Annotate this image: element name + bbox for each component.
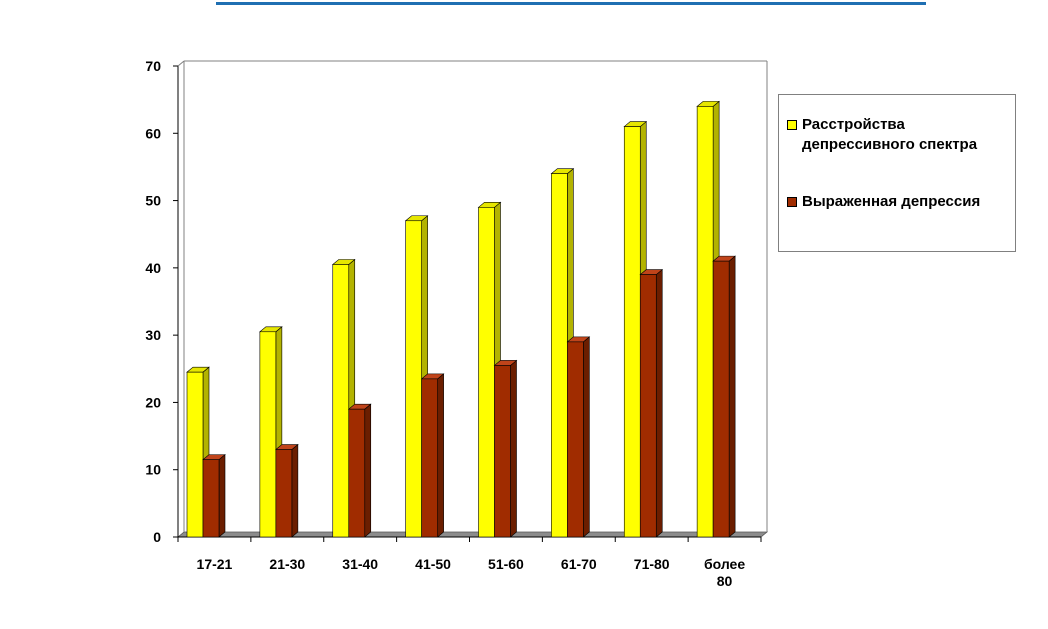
bar-series-2-7 xyxy=(639,268,664,538)
bar-series-2-2 xyxy=(275,443,299,538)
bar-series-2-8 xyxy=(712,255,736,538)
y-tick-label: 0 xyxy=(153,529,161,545)
legend-swatch-series-1 xyxy=(787,120,797,130)
x-tick-label-2: 21-30 xyxy=(269,556,305,572)
x-tick-label-7: 71-80 xyxy=(634,556,670,572)
bar-series-2-1 xyxy=(202,453,226,538)
y-tick-label: 60 xyxy=(145,125,161,141)
x-tick-label-3: 31-40 xyxy=(342,556,378,572)
back-wall-edge xyxy=(177,60,185,67)
legend-label-series-1: Расстройства депрессивного спектра xyxy=(802,116,978,153)
x-tick-label-8: более 80 xyxy=(704,556,745,589)
legend: Расстройства депрессивного спектра Выраж… xyxy=(778,94,1016,252)
y-tick-label: 10 xyxy=(145,462,161,478)
y-tick-labels: 0 10 20 30 40 50 60 70 xyxy=(145,58,178,545)
x-tick-label-4: 41-50 xyxy=(415,556,451,572)
legend-entry-series-2: Выраженная депрессия xyxy=(787,192,980,212)
x-tick-label-6: 61-70 xyxy=(561,556,597,572)
y-tick-label: 70 xyxy=(145,58,161,74)
bar-series-2-5 xyxy=(493,359,518,538)
legend-entry-series-1: Расстройства депрессивного спектра xyxy=(787,115,977,155)
bars xyxy=(186,100,736,538)
y-tick-label: 20 xyxy=(145,394,161,410)
y-tick-label: 30 xyxy=(145,327,161,343)
y-tick-label: 50 xyxy=(145,193,161,209)
x-tick-labels: 17-21 21-30 31-40 41-50 51-60 61-70 71-80 более… xyxy=(177,537,762,589)
legend-swatch-series-2 xyxy=(787,197,797,207)
bar-series-2-3 xyxy=(347,403,372,538)
y-tick-label: 40 xyxy=(145,260,161,276)
legend-label-series-2: Выраженная депрессия xyxy=(802,193,981,210)
x-tick-label-5: 51-60 xyxy=(488,556,524,572)
bar-series-2-4 xyxy=(420,373,445,538)
x-tick-label-1: 17-21 xyxy=(197,556,233,572)
bar-series-2-6 xyxy=(566,336,591,538)
top-rule xyxy=(216,2,926,5)
